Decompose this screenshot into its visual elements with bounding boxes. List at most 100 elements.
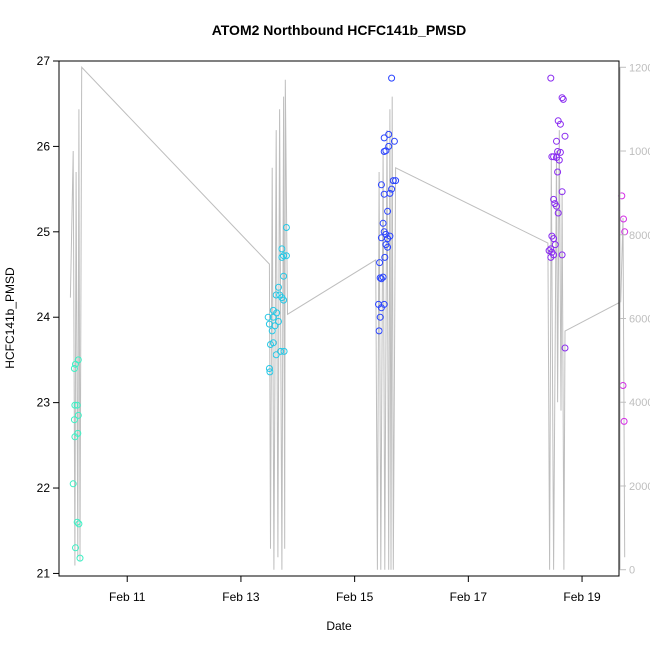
data-point-s3-p17 <box>551 200 559 208</box>
y-axis-label: HCFC141b_PMSD <box>3 267 17 369</box>
data-point-s3-p15 <box>550 195 558 203</box>
data-point-s2-p26 <box>376 274 384 282</box>
data-point-s3-p12 <box>556 148 564 156</box>
data-point-s1-p25 <box>280 272 288 280</box>
data-point-s2-p5 <box>389 177 397 185</box>
data-point-s3-p11 <box>561 132 569 140</box>
data-point-s2-p12 <box>390 137 398 145</box>
data-point-s1-p24 <box>282 224 290 231</box>
data-point-s3-p2 <box>559 95 567 103</box>
data-point-s0-p8 <box>74 429 82 437</box>
data-point-s1-p15 <box>277 347 285 355</box>
data-point-s3-p13 <box>554 168 562 176</box>
data-point-s1-p19 <box>266 368 274 376</box>
data-point-s2-p23 <box>376 259 384 267</box>
data-point-s2-p13 <box>388 74 396 82</box>
data-point-s0-p9 <box>69 480 77 488</box>
right-tick-label: 0 <box>629 565 635 577</box>
data-point-s3-p4 <box>556 120 564 128</box>
data-point-s3-p28 <box>561 344 569 352</box>
data-point-s2-p22 <box>381 253 389 261</box>
data-point-s1-p14 <box>275 283 282 291</box>
data-point-s0-p10 <box>73 518 81 526</box>
data-point-s2-p11 <box>380 134 388 142</box>
data-point-s0-p5 <box>70 416 78 424</box>
data-point-s0-p13 <box>76 554 84 562</box>
data-point-s0-p2 <box>74 356 82 364</box>
data-point-s3-p26 <box>547 253 555 261</box>
chart-title: ATOM2 Northbound HCFC141b_PMSD <box>212 22 467 38</box>
right-tick-label: 12000 <box>629 62 650 74</box>
y-tick-label: 26 <box>37 139 51 153</box>
data-point-s0-p0 <box>70 365 78 372</box>
data-point-s3-p27 <box>558 251 566 259</box>
y-tick-label: 23 <box>37 396 51 410</box>
right-tick-label: 4000 <box>629 397 650 409</box>
data-point-s1-p6 <box>280 296 288 304</box>
data-point-s1-p17 <box>272 351 280 359</box>
data-point-s1-p18 <box>265 365 273 372</box>
data-points-layer <box>69 74 629 562</box>
data-point-s2-p6 <box>392 177 400 185</box>
altitude-trace-line <box>69 66 626 570</box>
data-point-s2-p0 <box>377 181 385 189</box>
data-point-s1-p20 <box>278 253 286 261</box>
data-point-s0-p3 <box>71 401 79 409</box>
right-tick-label: 6000 <box>629 314 650 326</box>
data-point-s3-p1 <box>558 94 566 102</box>
data-point-s1-p8 <box>273 309 281 317</box>
data-point-s3-p14 <box>558 188 566 196</box>
data-point-s3-p8 <box>550 153 558 161</box>
data-point-s1-p21 <box>280 252 288 260</box>
data-point-s2-p30 <box>376 313 384 321</box>
data-point-s2-p21 <box>382 241 390 249</box>
altitude-trace-layer <box>69 66 626 570</box>
data-point-s1-p22 <box>282 252 290 260</box>
right-y-axis: 0 2000 4000 6000 8000 10000 12000 <box>619 62 650 577</box>
data-point-s1-p7 <box>269 313 277 321</box>
data-point-s1-p23 <box>278 245 286 253</box>
data-point-s3-p10 <box>555 156 563 164</box>
y-tick-label: 25 <box>37 225 51 239</box>
data-point-s3-p0 <box>547 74 555 82</box>
x-tick-label: Feb 19 <box>563 590 601 604</box>
right-tick-label: 8000 <box>629 230 650 242</box>
data-point-s0-p11 <box>75 520 83 528</box>
y-tick-label: 22 <box>37 481 51 495</box>
data-point-s1-p16 <box>280 347 288 355</box>
data-point-s2-p16 <box>382 230 390 238</box>
data-point-s0-p6 <box>74 411 82 419</box>
data-point-s2-p19 <box>379 219 387 227</box>
data-point-s2-p31 <box>375 327 383 335</box>
data-point-s3-p5 <box>553 137 560 145</box>
x-tick-label: Feb 17 <box>450 590 488 604</box>
x-tick-label: Feb 15 <box>336 590 374 604</box>
y-tick-label: 21 <box>37 566 51 580</box>
y-tick-label: 24 <box>37 310 51 324</box>
data-point-s4-p3 <box>619 382 627 389</box>
data-point-s3-p21 <box>551 241 559 249</box>
data-point-s2-p18 <box>386 232 394 240</box>
data-point-s1-p0 <box>264 313 272 321</box>
data-point-s4-p4 <box>620 417 628 425</box>
data-point-s2-p25 <box>379 273 387 281</box>
x-tick-label: Feb 13 <box>222 590 260 604</box>
data-point-s1-p10 <box>268 327 276 335</box>
data-point-s1-p3 <box>272 291 280 299</box>
data-point-s2-p3 <box>386 189 394 197</box>
right-tick-label: 2000 <box>629 481 650 493</box>
plot-area-border <box>58 60 620 577</box>
data-point-s2-p4 <box>388 185 396 193</box>
data-point-s2-p24 <box>377 275 385 283</box>
data-point-s2-p2 <box>384 207 392 215</box>
data-point-s1-p12 <box>267 341 274 348</box>
data-point-s1-p13 <box>275 318 282 325</box>
data-point-s0-p12 <box>72 544 79 552</box>
y-tick-label: 27 <box>37 54 51 68</box>
x-axis: Feb 11 Feb 13 Feb 15 Feb 17 Feb 19 <box>109 576 601 604</box>
x-axis-label: Date <box>326 619 352 633</box>
data-point-s3-p22 <box>547 245 555 253</box>
x-tick-label: Feb 11 <box>109 590 146 604</box>
data-point-s0-p4 <box>73 401 81 409</box>
